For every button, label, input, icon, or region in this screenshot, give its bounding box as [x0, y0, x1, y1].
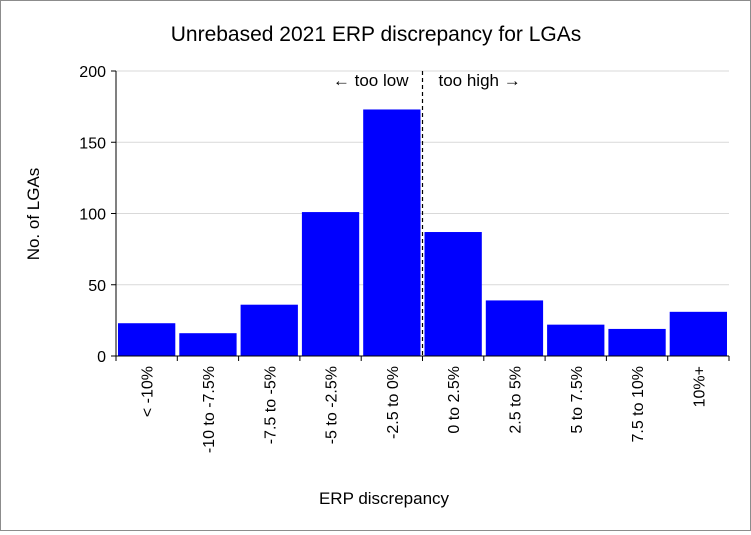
bar	[485, 300, 544, 356]
too-high-label: too high →	[439, 71, 521, 90]
bar	[608, 328, 666, 356]
bar	[301, 212, 360, 356]
x-tick-label: 2.5 to 5%	[507, 366, 524, 434]
chart-title: Unrebased 2021 ERP discrepancy for LGAs	[171, 23, 582, 46]
bar	[363, 109, 421, 356]
x-tick-label: 0 to 2.5%	[446, 366, 463, 434]
y-axis-title: No. of LGAs	[24, 168, 43, 261]
too-low-label: ← too low	[333, 71, 409, 90]
bar	[547, 324, 605, 356]
x-tick-labels: < -10% -10 to -7.5% -7.5 to -5% -5 to -2.5%…	[140, 366, 709, 453]
bar	[240, 304, 298, 356]
bar	[179, 333, 237, 356]
divider-annotation: ← too low too high →	[333, 71, 521, 356]
y-tick-label: 50	[88, 278, 106, 295]
bar	[118, 323, 176, 356]
x-tick-label: -2.5 to 0%	[385, 366, 402, 439]
y-tick-labels: 0 50 100 150 200	[79, 64, 106, 366]
bar	[424, 232, 482, 356]
bars	[118, 109, 727, 356]
x-axis-title: ERP discrepancy	[319, 489, 450, 508]
x-tick-label: 5 to 7.5%	[569, 366, 586, 434]
y-tick-label: 150	[79, 135, 106, 152]
axes	[111, 70, 730, 361]
x-tick-label: < -10%	[140, 366, 157, 417]
x-tick-label: -7.5 to -5%	[262, 366, 279, 444]
x-tick-label: -10 to -7.5%	[201, 366, 218, 453]
y-tick-label: 200	[79, 64, 106, 81]
y-tick-label: 0	[97, 349, 106, 366]
y-tick-label: 100	[79, 207, 106, 224]
x-tick-label: 10%+	[691, 366, 708, 407]
bar	[669, 311, 727, 356]
x-tick-label: 7.5 to 10%	[630, 366, 647, 443]
x-tick-label: -5 to -2.5%	[324, 366, 341, 444]
